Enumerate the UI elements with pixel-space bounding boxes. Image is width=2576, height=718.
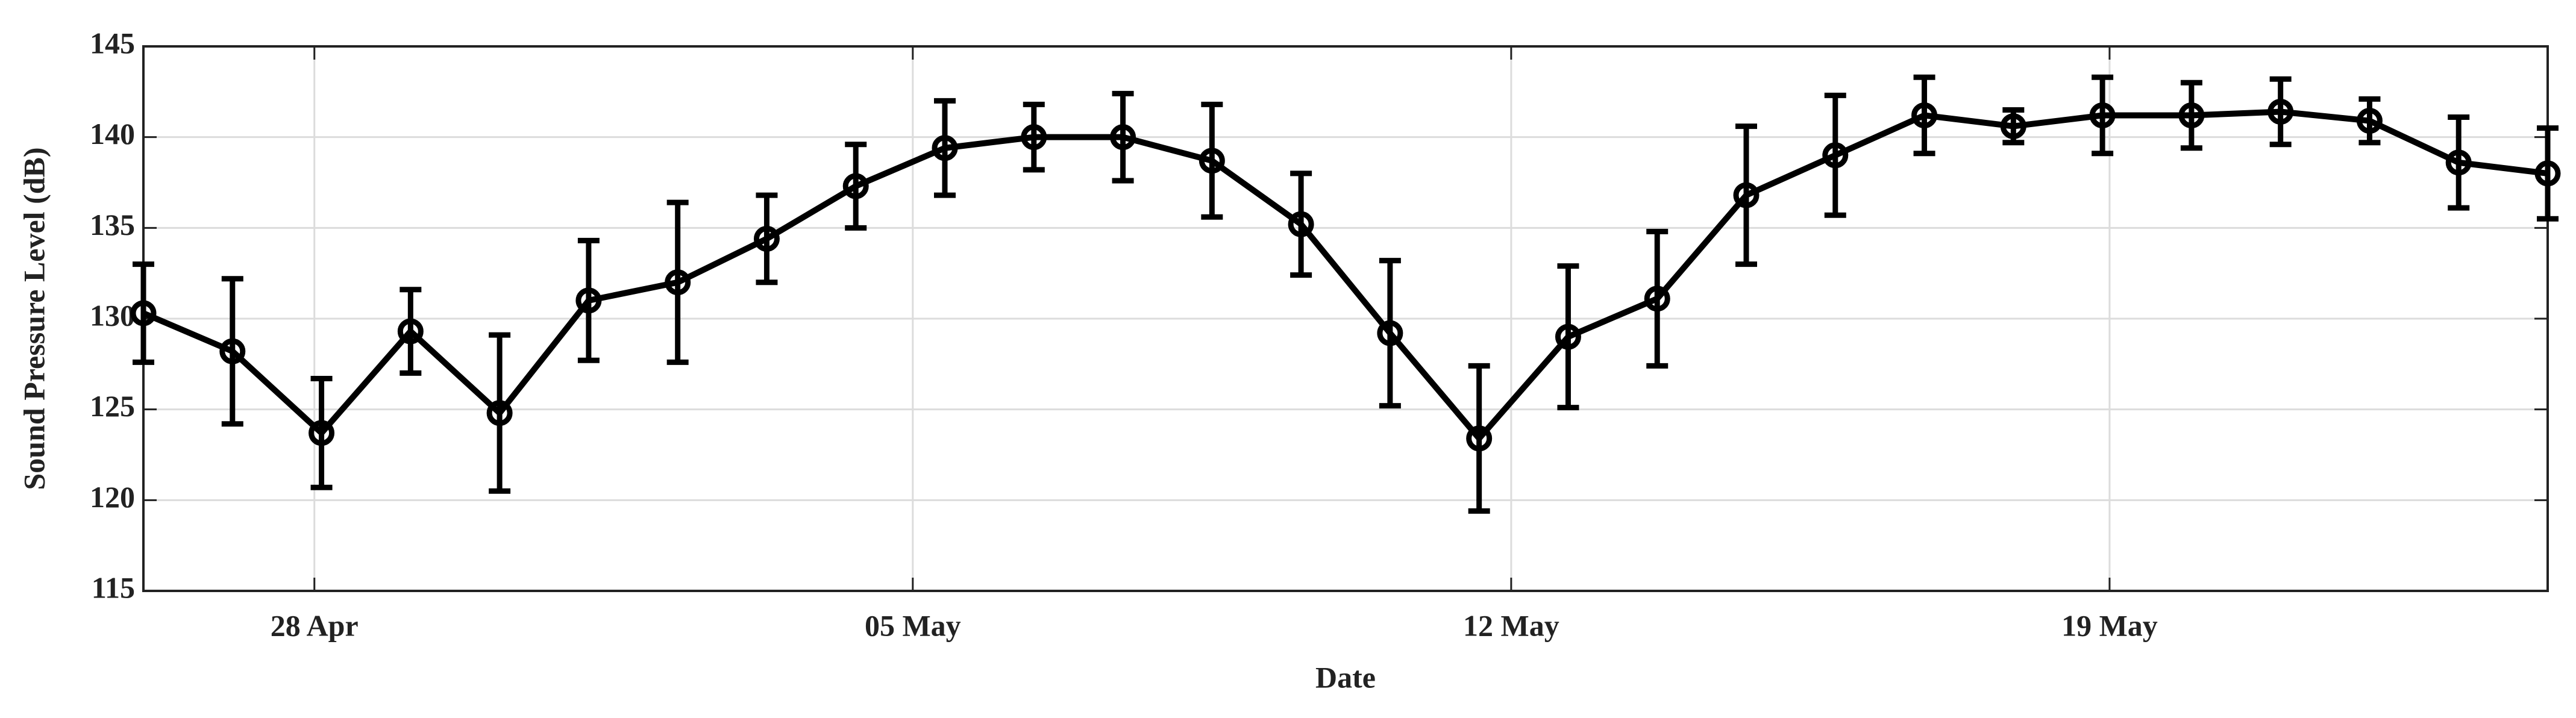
marker [1822, 142, 1849, 169]
marker [2267, 98, 2294, 125]
marker [932, 135, 958, 161]
x-tick-label: 05 May [865, 608, 961, 642]
marker [1466, 425, 1493, 452]
marker [219, 338, 246, 364]
x-tick-label: 19 May [2061, 608, 2158, 642]
marker [665, 269, 691, 296]
marker [397, 318, 424, 345]
marker [753, 225, 780, 252]
error-bar [2537, 125, 2559, 222]
marker [2000, 113, 2026, 140]
y-tick-label: 145 [90, 26, 135, 60]
y-axis-label: Sound Pressure Level (dB) [17, 147, 51, 490]
marker [1644, 286, 1670, 312]
y-tick-label: 135 [90, 208, 135, 242]
marker [842, 173, 869, 199]
y-tick-label: 115 [92, 570, 135, 604]
y-tick-label: 125 [90, 389, 135, 423]
marker [575, 287, 602, 314]
marker [1733, 182, 1760, 208]
marker [130, 300, 157, 326]
marker [2445, 149, 2472, 176]
marker [309, 420, 335, 446]
marker [2178, 102, 2205, 129]
y-tick-label: 120 [90, 480, 135, 514]
marker [1110, 124, 1136, 151]
marker [1021, 124, 1047, 151]
x-axis-label: Date [1315, 660, 1376, 694]
marker [2356, 108, 2383, 134]
line [142, 108, 2548, 442]
marker [1911, 102, 1938, 129]
marker [1555, 323, 1581, 350]
marker [1377, 320, 1403, 346]
y-tick-label: 140 [90, 117, 135, 151]
x-tick-label: 12 May [1463, 608, 1559, 642]
marker [1288, 211, 1314, 237]
marker [486, 400, 513, 426]
marker [2089, 102, 2116, 129]
marker [2534, 160, 2561, 187]
x-tick-label: 28 Apr [271, 608, 359, 642]
y-tick-label: 130 [90, 298, 135, 332]
marker [1199, 148, 1225, 174]
